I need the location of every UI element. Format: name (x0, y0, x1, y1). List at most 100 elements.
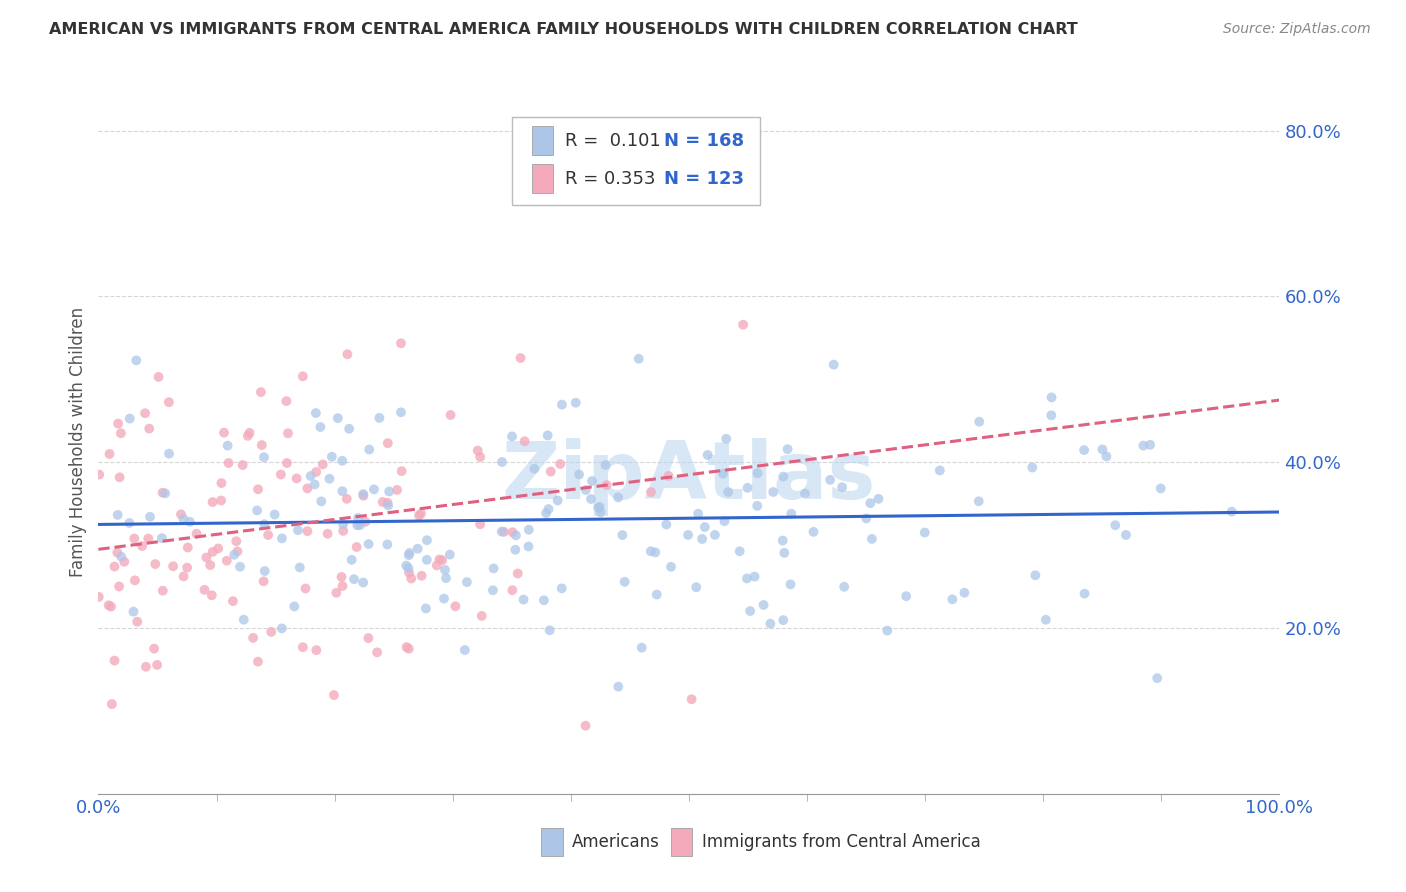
Point (411, 568, 433, 582)
Point (512, 592, 534, 607)
Point (823, 358, 845, 372)
Point (501, 583, 523, 598)
Point (270, 467, 292, 482)
Point (107, 417, 129, 431)
Bar (671, 828, 693, 856)
Point (118, 516, 141, 530)
Point (257, 528, 280, 542)
Point (285, 471, 308, 485)
Point (482, 561, 505, 575)
Point (454, 643, 477, 657)
Point (439, 408, 461, 422)
Point (340, 553, 363, 567)
Point (316, 526, 339, 541)
Point (509, 351, 531, 365)
Point (325, 586, 347, 600)
Point (703, 528, 725, 542)
Point (309, 420, 332, 434)
Point (391, 464, 413, 478)
Point (232, 458, 254, 472)
Point (470, 450, 492, 464)
Point (363, 483, 385, 497)
Point (588, 500, 610, 515)
Text: Source: ZipAtlas.com: Source: ZipAtlas.com (1223, 22, 1371, 37)
Point (1139, 438, 1161, 452)
Point (108, 579, 131, 593)
Point (967, 494, 990, 508)
Point (368, 411, 391, 425)
Text: R =  0.101: R = 0.101 (565, 132, 661, 150)
Bar (531, 164, 553, 194)
Point (711, 467, 734, 481)
Text: Americans: Americans (572, 833, 659, 851)
Point (398, 566, 420, 580)
Point (398, 641, 420, 656)
Point (229, 559, 252, 574)
Point (676, 528, 699, 542)
Point (401, 572, 423, 586)
Point (103, 654, 125, 668)
Point (914, 525, 936, 540)
Point (288, 560, 311, 574)
Point (152, 583, 174, 598)
Point (321, 450, 343, 464)
Point (630, 640, 652, 655)
Point (150, 531, 173, 545)
Point (304, 477, 326, 491)
Point (330, 454, 353, 468)
Point (332, 484, 354, 499)
Point (359, 442, 381, 457)
Point (1095, 450, 1118, 464)
Point (222, 594, 245, 608)
Point (323, 688, 346, 702)
Point (433, 563, 456, 577)
Point (332, 579, 354, 593)
Point (177, 541, 200, 555)
Point (471, 609, 494, 624)
Point (581, 474, 603, 488)
Point (533, 593, 555, 607)
Point (157, 447, 180, 461)
Point (354, 515, 377, 529)
Point (659, 559, 682, 574)
Point (772, 613, 794, 627)
Point (218, 456, 240, 470)
Point (551, 398, 574, 412)
Point (207, 541, 229, 556)
Point (640, 544, 662, 558)
FancyBboxPatch shape (512, 118, 759, 205)
Point (215, 554, 238, 568)
Point (717, 485, 740, 500)
Point (537, 428, 560, 442)
Point (209, 493, 232, 508)
Point (491, 455, 513, 469)
Point (170, 508, 193, 522)
Point (398, 548, 420, 562)
Point (252, 574, 274, 589)
Point (547, 493, 569, 508)
Point (125, 353, 148, 368)
Point (263, 508, 285, 522)
Point (607, 680, 630, 694)
Point (294, 582, 316, 596)
Point (276, 456, 298, 470)
Point (439, 548, 461, 562)
Point (305, 406, 328, 420)
Point (389, 405, 412, 419)
Point (416, 533, 439, 548)
Point (759, 616, 782, 631)
Point (627, 351, 650, 366)
Point (122, 605, 145, 619)
Point (253, 564, 276, 578)
Point (772, 469, 794, 483)
Point (246, 503, 269, 517)
Text: N = 168: N = 168 (664, 132, 744, 150)
Point (1040, 391, 1063, 405)
Text: ZipAtlas: ZipAtlas (502, 438, 876, 516)
Point (87, 590, 110, 604)
Point (444, 599, 467, 614)
Point (246, 655, 269, 669)
Point (523, 461, 546, 475)
Point (779, 577, 801, 591)
Bar (541, 828, 562, 856)
